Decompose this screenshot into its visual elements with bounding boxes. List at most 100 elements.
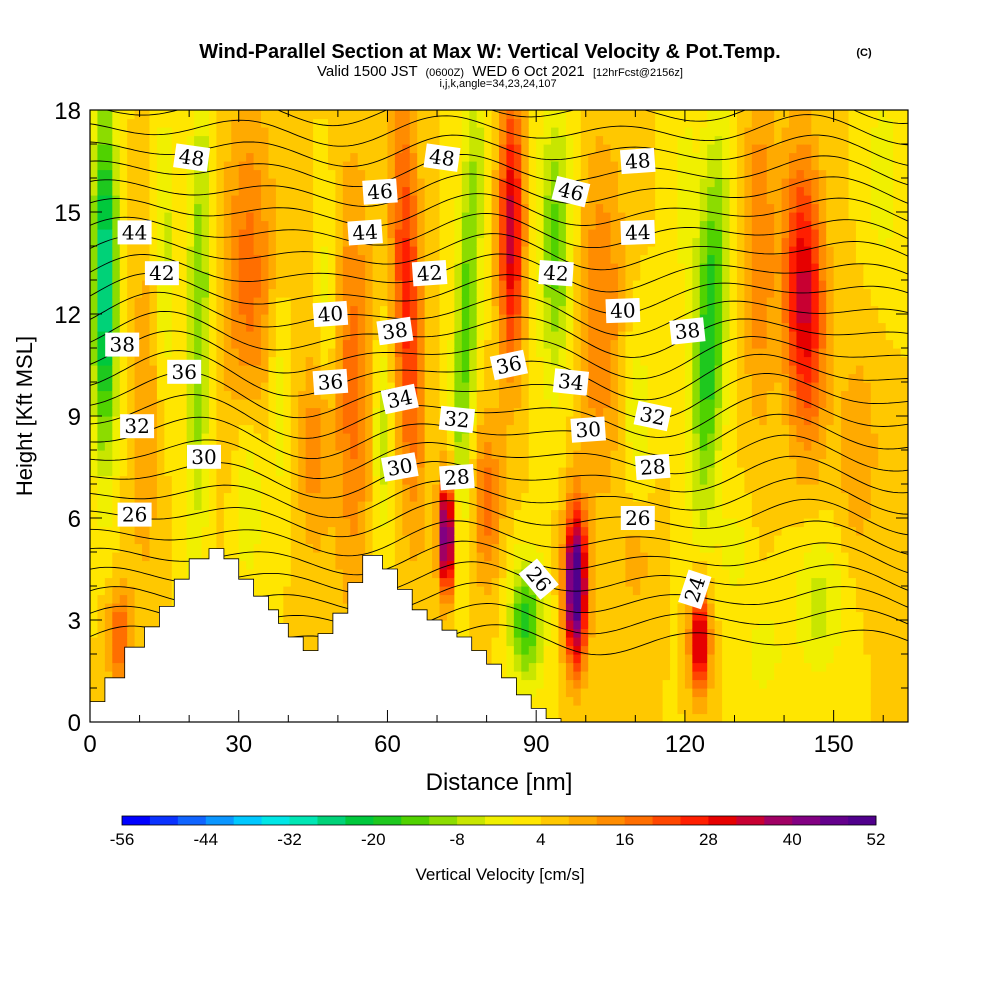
velocity-cell	[491, 603, 500, 613]
velocity-cell	[409, 433, 418, 443]
velocity-cell	[536, 365, 545, 375]
velocity-cell	[528, 416, 537, 426]
velocity-cell	[104, 271, 113, 281]
velocity-cell	[275, 118, 284, 128]
velocity-cell	[573, 365, 582, 375]
velocity-cell	[543, 135, 552, 145]
velocity-cell	[142, 543, 151, 553]
velocity-cell	[313, 297, 322, 307]
velocity-cell	[238, 518, 247, 528]
velocity-cell	[380, 280, 389, 290]
velocity-cell	[142, 186, 151, 196]
velocity-cell	[290, 509, 299, 519]
velocity-cell	[327, 433, 336, 443]
velocity-cell	[320, 424, 329, 434]
velocity-cell	[580, 458, 589, 468]
velocity-cell	[387, 161, 396, 171]
velocity-cell	[454, 220, 463, 230]
velocity-cell	[536, 433, 545, 443]
velocity-cell	[216, 118, 225, 128]
velocity-cell	[112, 501, 121, 511]
velocity-cell	[350, 246, 359, 256]
velocity-cell	[432, 178, 441, 188]
velocity-cell	[201, 110, 210, 120]
velocity-cell	[432, 127, 441, 137]
velocity-cell	[521, 169, 530, 179]
velocity-cell	[186, 518, 195, 528]
velocity-cell	[387, 373, 396, 383]
velocity-cell	[238, 407, 247, 417]
velocity-cell	[186, 339, 195, 349]
velocity-cell	[573, 501, 582, 511]
velocity-cell	[417, 492, 426, 502]
velocity-cell	[580, 169, 589, 179]
velocity-cell	[551, 365, 560, 375]
velocity-cell	[439, 322, 448, 332]
velocity-cell	[558, 424, 567, 434]
velocity-cell	[573, 688, 582, 698]
velocity-cell	[513, 679, 522, 689]
velocity-cell	[484, 348, 493, 358]
velocity-cell	[580, 110, 589, 120]
velocity-cell	[439, 543, 448, 553]
velocity-cell	[261, 237, 270, 247]
velocity-cell	[261, 356, 270, 366]
velocity-cell	[603, 611, 612, 621]
velocity-cell	[90, 382, 99, 392]
velocity-cell	[588, 586, 597, 596]
velocity-cell	[156, 237, 165, 247]
velocity-cell	[268, 594, 277, 604]
velocity-cell	[513, 331, 522, 341]
velocity-cell	[409, 322, 418, 332]
velocity-cell	[223, 297, 232, 307]
velocity-cell	[275, 424, 284, 434]
velocity-cell	[201, 484, 210, 494]
velocity-cell	[580, 203, 589, 213]
velocity-cell	[156, 390, 165, 400]
velocity-cell	[320, 288, 329, 298]
velocity-cell	[171, 212, 180, 222]
velocity-cell	[446, 178, 455, 188]
velocity-cell	[499, 662, 508, 672]
velocity-cell	[134, 254, 143, 264]
velocity-cell	[112, 569, 121, 579]
velocity-cell	[536, 220, 545, 230]
velocity-cell	[327, 161, 336, 171]
velocity-cell	[469, 501, 478, 511]
velocity-cell	[127, 263, 136, 273]
velocity-cell	[246, 127, 255, 137]
velocity-cell	[454, 110, 463, 120]
velocity-cell	[142, 365, 151, 375]
velocity-cell	[565, 314, 574, 324]
velocity-cell	[365, 441, 374, 451]
velocity-cell	[595, 662, 604, 672]
velocity-cell	[201, 365, 210, 375]
velocity-cell	[543, 314, 552, 324]
velocity-cell	[603, 594, 612, 604]
velocity-cell	[513, 263, 522, 273]
velocity-cell	[283, 356, 292, 366]
velocity-cell	[119, 628, 128, 638]
velocity-cell	[536, 543, 545, 553]
section-indices: i,j,k,angle=34,23,24,107	[439, 78, 556, 90]
velocity-cell	[476, 127, 485, 137]
velocity-cell	[164, 118, 173, 128]
velocity-cell	[268, 509, 277, 519]
velocity-cell	[97, 271, 106, 281]
velocity-cell	[350, 501, 359, 511]
velocity-cell	[268, 212, 277, 222]
velocity-cell	[402, 229, 411, 239]
velocity-cell	[528, 492, 537, 502]
velocity-cell	[484, 654, 493, 664]
velocity-cell	[104, 577, 113, 587]
velocity-cell	[290, 297, 299, 307]
velocity-cell	[551, 569, 560, 579]
velocity-cell	[127, 365, 136, 375]
velocity-cell	[112, 178, 121, 188]
velocity-cell	[290, 178, 299, 188]
velocity-cell	[454, 382, 463, 392]
velocity-cell	[543, 161, 552, 171]
velocity-cell	[305, 484, 314, 494]
velocity-cell	[513, 458, 522, 468]
velocity-cell	[484, 212, 493, 222]
